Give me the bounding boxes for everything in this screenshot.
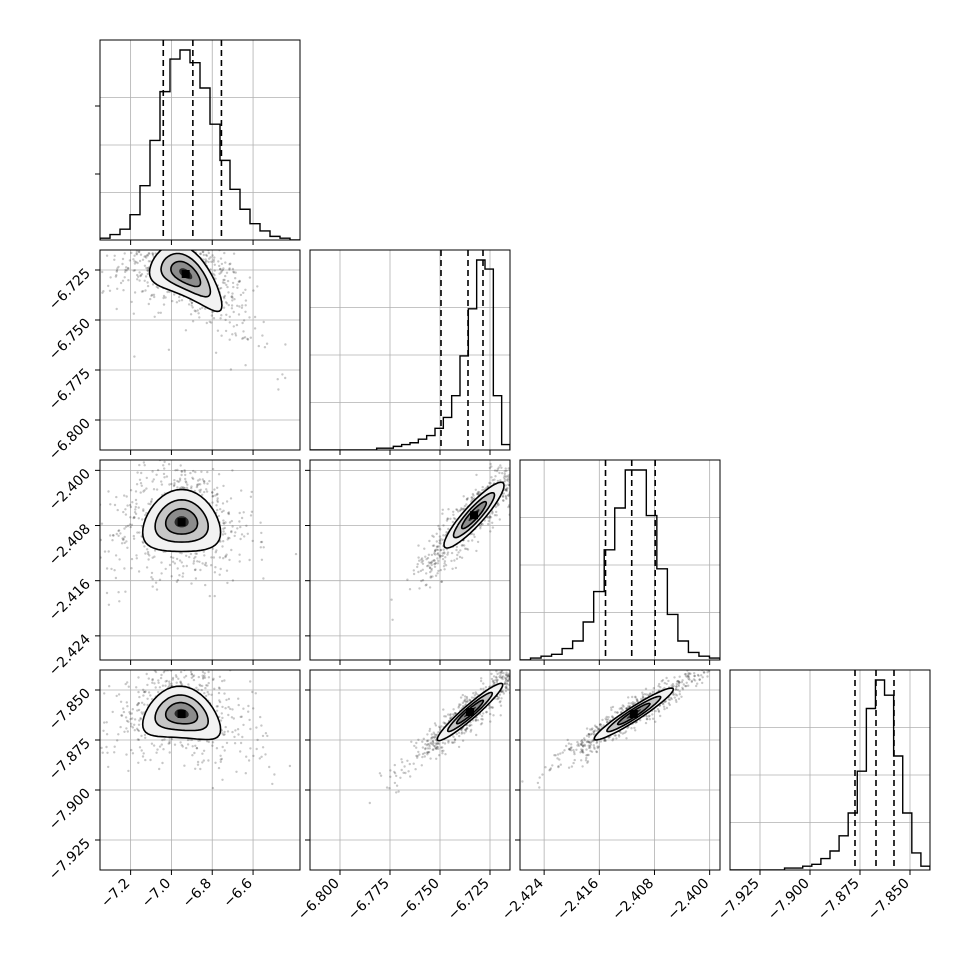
- y-tick-label: −7.850: [46, 686, 94, 734]
- mode-cell: [177, 518, 186, 527]
- scatter-panel-2-3: −2.424 −2.416 −2.408 −2.400: [499, 669, 721, 924]
- x-tick-label: −6.750: [395, 876, 443, 924]
- scatter-panel-0-2: −2.424 −2.416 −2.408 −2.400: [46, 459, 301, 679]
- panel-frame: [99, 669, 301, 871]
- scatter-panel-0-1: −6.800−6.775−6.750−6.725: [46, 249, 301, 464]
- y-tick-label: −6.725: [46, 266, 94, 314]
- mode-cell: [629, 710, 638, 718]
- scatter-panel-0-3: −7.2 −7.0 −6.8 −6.6 −7.925−7.900−7.875−7.850: [46, 669, 301, 911]
- panel-frame: [729, 669, 931, 871]
- y-tick-label: −6.800: [46, 416, 94, 464]
- scatter-points: [101, 250, 287, 391]
- density-contours: [148, 250, 223, 313]
- density-contours: [436, 682, 504, 742]
- histogram-panel-2: [519, 459, 721, 665]
- histogram-step: [520, 469, 720, 660]
- panel-frame: [519, 459, 721, 661]
- panel-frame: [99, 39, 301, 241]
- histogram-panel-1: [309, 249, 511, 455]
- density-contours: [141, 685, 222, 741]
- panel-frame: [309, 249, 511, 451]
- panel-frame: [519, 669, 721, 871]
- y-tick-label: −7.875: [46, 736, 94, 784]
- x-tick-label: −2.424: [499, 875, 547, 923]
- scatter-panel-1-2: [305, 459, 511, 665]
- y-tick-label: −6.750: [46, 316, 94, 364]
- panel-frame: [99, 459, 301, 661]
- x-tick-label: −7.0: [139, 876, 174, 911]
- y-tick-label: −2.400: [46, 466, 94, 514]
- histogram-step: [100, 49, 300, 240]
- density-contours: [593, 687, 675, 741]
- x-tick-label: −6.725: [445, 876, 493, 924]
- y-tick-label: −2.408: [46, 521, 94, 569]
- mode-cell: [470, 511, 478, 520]
- panel-frame: [99, 249, 301, 451]
- panel-frame: [309, 669, 511, 871]
- x-tick-label: −6.6: [221, 875, 256, 910]
- density-contours: [443, 481, 505, 549]
- x-tick-label: −7.850: [865, 876, 913, 924]
- histogram-step: [310, 259, 510, 450]
- mode-cell: [181, 270, 190, 278]
- x-tick-label: −6.8: [180, 876, 215, 911]
- y-tick-label: −6.775: [46, 366, 94, 414]
- density-contours: [141, 488, 222, 553]
- x-tick-label: −7.875: [815, 876, 863, 924]
- mode-cell: [177, 710, 186, 718]
- x-tick-label: −2.408: [609, 876, 657, 924]
- x-tick-label: −2.416: [554, 875, 602, 923]
- histogram-panel-3: −7.925 −7.900 −7.875 −7.850: [715, 669, 931, 924]
- x-tick-label: −7.2: [98, 876, 133, 911]
- x-tick-label: −7.900: [765, 876, 813, 924]
- x-tick-label: −7.925: [715, 876, 763, 924]
- mode-cell: [466, 708, 474, 716]
- y-tick-label: −2.416: [46, 576, 94, 624]
- x-tick-label: −6.800: [295, 876, 343, 924]
- histogram-step: [730, 679, 930, 870]
- y-tick-label: −7.900: [46, 786, 94, 834]
- scatter-panel-1-3: −6.800 −6.775 −6.750 −6.725: [295, 669, 511, 924]
- x-tick-label: −6.775: [345, 876, 393, 924]
- histogram-panel-0: [95, 39, 301, 245]
- x-tick-label: −2.400: [665, 876, 713, 924]
- y-tick-label: −7.925: [46, 836, 94, 884]
- panel-frame: [309, 459, 511, 661]
- y-tick-label: −2.424: [46, 631, 94, 679]
